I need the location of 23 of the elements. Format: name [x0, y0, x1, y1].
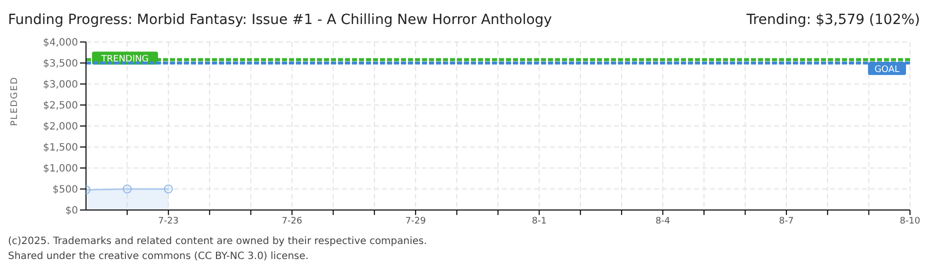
- ref-line-label: TRENDING: [100, 54, 149, 65]
- ref-line-label: GOAL: [874, 65, 900, 75]
- x-tick-label: 8-7: [779, 216, 794, 226]
- text: (c)2025. Trademarks and related content are owned by their respective companies.: [8, 236, 427, 247]
- y-tick-label: $3,000: [43, 80, 78, 91]
- x-tick-label: 7-23: [158, 216, 179, 226]
- y-tick-label: $2,500: [43, 100, 78, 112]
- x-tick-label: 7-29: [405, 216, 426, 226]
- x-tick-label: 7-26: [282, 216, 302, 226]
- text: Shared under the creative commons (CC BY-NC 3.0) license.: [8, 251, 309, 262]
- x-tick-label: 8-10: [900, 216, 920, 226]
- y-tick-label: $1,500: [43, 142, 78, 154]
- chart-subtitle: Trending: $3,579 (102%): [746, 12, 920, 28]
- y-tick-label: $3,500: [43, 58, 78, 70]
- x-tick-label: 8-4: [655, 216, 670, 226]
- y-axis-title: PLEDGED: [10, 76, 20, 126]
- y-tick-label: $500: [52, 184, 78, 196]
- y-tick-label: $1,000: [43, 164, 78, 175]
- x-tick-label: 8-1: [532, 216, 547, 226]
- y-tick-label: $0: [65, 206, 78, 217]
- y-tick-label: $2,000: [43, 122, 78, 133]
- y-tick-label: $4,000: [43, 38, 78, 49]
- chart-title: Funding Progress: Morbid Fantasy: Issue #1 - A Chilling New Horror Anthology: [8, 12, 552, 28]
